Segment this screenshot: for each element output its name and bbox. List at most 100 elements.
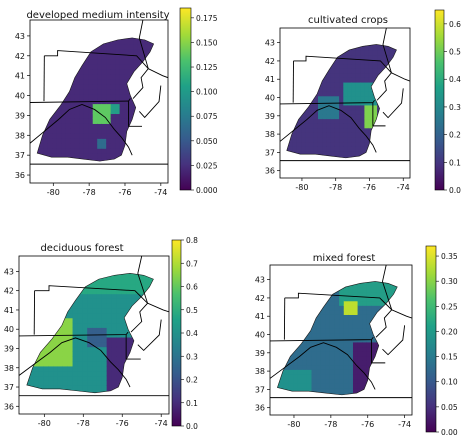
heatmap-cell	[355, 45, 361, 51]
y-tick-label: 37	[15, 151, 25, 160]
heatmap-cell	[334, 314, 340, 320]
state-boundary	[382, 28, 410, 82]
heatmap-cell	[67, 322, 74, 328]
heatmap-cell	[101, 293, 108, 299]
heatmap-cell	[343, 150, 349, 156]
heatmap-cell	[87, 370, 93, 377]
heatmap-cell	[351, 91, 357, 97]
heatmap-cell	[96, 380, 103, 386]
heatmap-cell	[301, 141, 306, 147]
heatmap-cell	[115, 43, 121, 50]
heatmap-cell	[362, 309, 368, 315]
heatmap-cell	[329, 318, 336, 325]
heatmap-cell	[43, 346, 49, 352]
heatmap-cell	[62, 346, 69, 352]
heatmap-cell	[316, 382, 322, 389]
heatmap-cell	[92, 380, 98, 386]
heatmap-cell	[372, 44, 378, 46]
heatmap-cell	[124, 93, 130, 100]
heatmap-cell	[343, 63, 349, 69]
heatmap-cell	[110, 138, 116, 144]
heatmap-cell	[111, 336, 118, 343]
heatmap-cell	[79, 103, 85, 110]
heatmap-cell	[334, 95, 340, 101]
heatmap-cell	[48, 380, 54, 386]
heatmap-cell	[106, 73, 112, 80]
heatmap-cell	[343, 132, 349, 138]
heatmap-cell	[97, 48, 103, 55]
heatmap-cell	[296, 136, 302, 143]
heatmap-cell	[57, 385, 64, 391]
heatmap-cell	[339, 132, 344, 138]
heatmap-cell	[377, 49, 382, 56]
heatmap-cell	[357, 382, 363, 389]
colorbar-tick-label: 0.6	[449, 20, 461, 29]
heatmap-cell	[57, 365, 64, 372]
heatmap-cell	[296, 127, 302, 133]
heatmap-cell	[326, 95, 332, 101]
heatmap-cell	[106, 88, 112, 95]
heatmap-cell	[364, 113, 370, 120]
heatmap-cell	[48, 385, 54, 391]
heatmap-cell	[288, 382, 294, 389]
heatmap-cell	[343, 145, 349, 152]
heatmap-cell	[325, 378, 331, 384]
heatmap-cell	[339, 341, 345, 348]
plot-frame	[18, 255, 170, 415]
heatmap-cell	[115, 93, 121, 100]
heatmap-cell	[343, 91, 349, 97]
heatmap-cell	[317, 136, 323, 143]
heatmap-cell	[339, 364, 345, 370]
heatmap-cell	[137, 58, 143, 65]
heatmap-cell	[116, 346, 122, 352]
heatmap-cell	[326, 145, 332, 152]
heatmap-cell	[48, 370, 54, 377]
heatmap-cell	[57, 375, 64, 381]
heatmap-cell	[306, 350, 313, 357]
heatmap-cell	[364, 81, 370, 88]
heatmap-cell	[77, 327, 83, 333]
heatmap-cell	[343, 373, 349, 380]
state-boundary	[370, 340, 386, 364]
heatmap-cell	[74, 98, 80, 105]
heatmap-cell	[334, 378, 340, 384]
heatmap-cell	[325, 328, 331, 334]
heatmap-cell	[385, 54, 391, 60]
heatmap-cell	[313, 104, 319, 111]
heatmap-cell	[360, 150, 366, 156]
heatmap-cell	[326, 104, 332, 111]
heatmap-cell	[309, 132, 315, 138]
heatmap-cell	[351, 49, 357, 56]
heatmap-cell	[322, 123, 328, 129]
heatmap-cell	[372, 68, 378, 74]
heatmap-cell	[87, 351, 93, 357]
heatmap-cell	[293, 355, 299, 361]
heatmap-cell	[106, 103, 112, 110]
heatmap-cell	[87, 288, 93, 295]
heatmap-cell	[96, 298, 103, 304]
heatmap-cell	[72, 361, 79, 367]
heatmap-cell	[111, 327, 118, 333]
heatmap-cell	[124, 78, 130, 85]
heatmap-cell	[343, 136, 349, 143]
heatmap-cell	[372, 100, 378, 106]
heatmap-cell	[101, 322, 108, 328]
heatmap-cell	[366, 296, 373, 302]
heatmap-cell	[311, 346, 317, 352]
heatmap-cell	[306, 378, 313, 384]
x-tick-label: -76	[361, 420, 374, 429]
heatmap-cell	[106, 118, 112, 124]
heatmap-cell	[364, 86, 370, 92]
heatmap-cell	[371, 350, 377, 357]
heatmap-cell	[309, 113, 315, 120]
heatmap-cell	[88, 63, 94, 70]
heatmap-cell	[70, 93, 76, 100]
heatmap-cell	[43, 365, 49, 372]
heatmap-cell	[376, 291, 382, 297]
heatmap-cell	[352, 300, 359, 306]
heatmap-cell	[339, 373, 345, 380]
heatmap-cell	[362, 378, 368, 384]
heatmap-cell	[82, 356, 88, 362]
heatmap-cell	[38, 361, 44, 367]
heatmap-cell	[347, 72, 353, 78]
